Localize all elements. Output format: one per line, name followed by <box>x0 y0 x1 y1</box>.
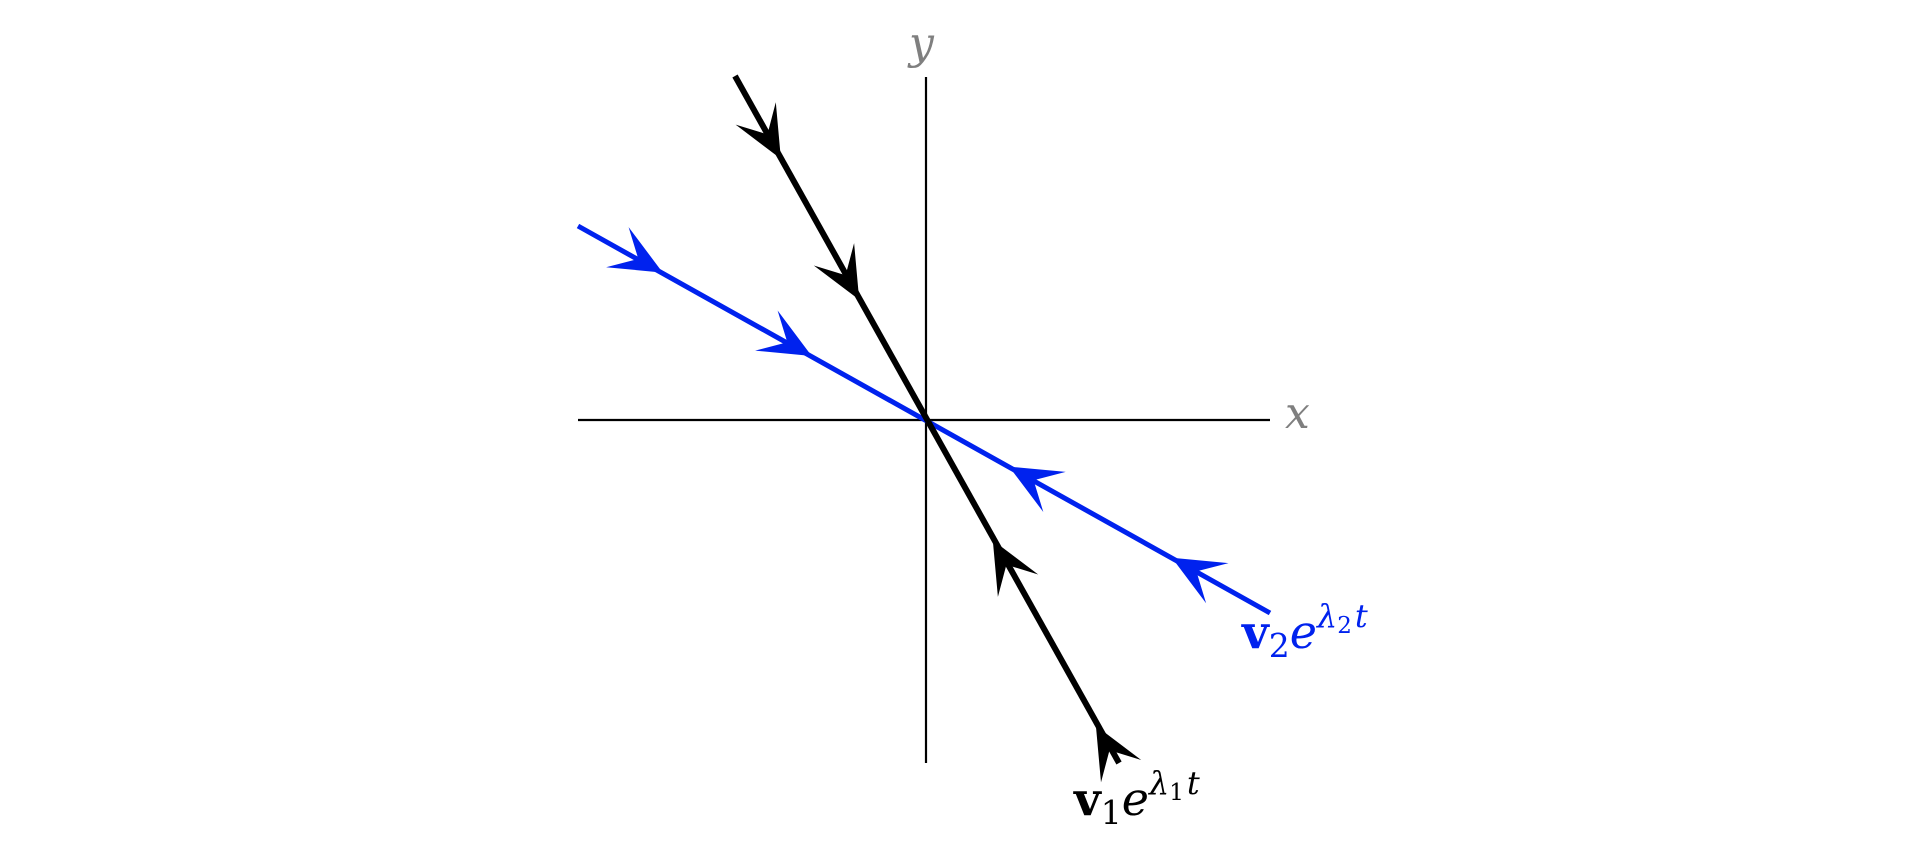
eigen2-label: v2eλ2t <box>1241 597 1368 665</box>
x-axis-label: x <box>1285 388 1310 439</box>
eigen1-arrowhead-2 <box>992 540 1039 597</box>
eigen2-label-vector: v <box>1241 605 1270 659</box>
eigen1-label-exp-base: e <box>1122 772 1149 826</box>
eigen2-label-exp-base: e <box>1290 605 1317 659</box>
eigen1-trajectory <box>732 74 1142 783</box>
eigen1-line <box>732 74 1122 765</box>
eigen1-label-subscript: 1 <box>1101 793 1122 832</box>
eigen2-label-exp-symbol: λ <box>1315 597 1337 635</box>
eigen2-arrowhead-3 <box>755 310 812 356</box>
eigen2-label-exp-var: t <box>1355 597 1368 635</box>
eigen1-label-exp-subscript: 1 <box>1169 780 1184 806</box>
eigen1-arrowhead-4 <box>735 102 781 159</box>
eigen2-label-exp-subscript: 2 <box>1337 613 1352 639</box>
eigen1-label-exp-var: t <box>1187 764 1200 802</box>
eigen2-arrowhead-1 <box>1171 557 1229 604</box>
eigen1-label: v1eλ1t <box>1073 764 1200 832</box>
eigen2-label-subscript: 2 <box>1269 626 1290 665</box>
eigen1-label-vector: v <box>1073 772 1102 826</box>
eigen1-label-exp-symbol: λ <box>1147 764 1169 802</box>
y-axis-label: y <box>907 18 935 69</box>
eigen2-arrowhead-2 <box>1009 466 1066 512</box>
eigen1-arrowhead-3 <box>813 243 860 300</box>
eigen2-arrowhead-4 <box>606 227 663 273</box>
eigen1-arrowhead-1 <box>1095 725 1142 783</box>
axes: x y <box>578 18 1310 763</box>
